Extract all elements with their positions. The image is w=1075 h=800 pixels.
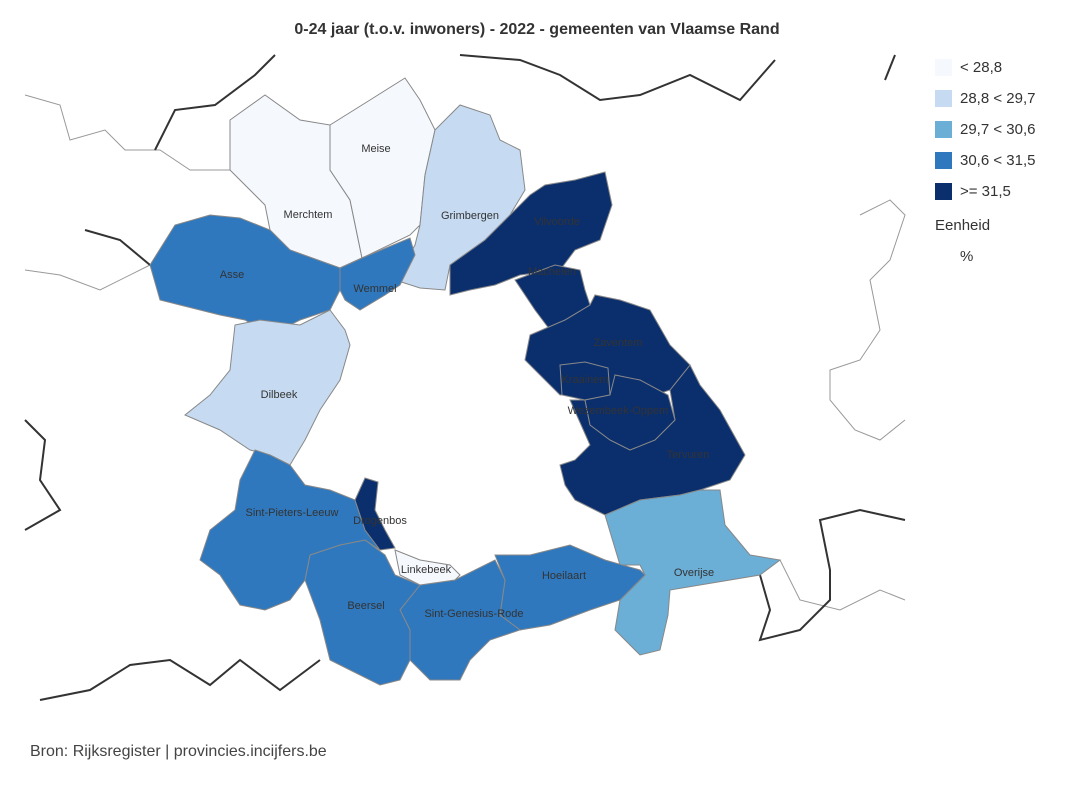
border bbox=[884, 54, 896, 81]
municipality-label: Merchtem bbox=[284, 209, 333, 221]
legend-swatch bbox=[935, 59, 952, 76]
border bbox=[39, 658, 321, 701]
municipality bbox=[354, 477, 396, 551]
municipality-label: Grimbergen bbox=[441, 210, 499, 222]
municipality bbox=[449, 171, 613, 296]
legend-swatch bbox=[935, 121, 952, 138]
municipality-label: Zaventem bbox=[594, 337, 643, 349]
municipality-label: Overijse bbox=[674, 567, 714, 579]
border bbox=[154, 54, 276, 151]
municipality-label: Drogenbos bbox=[353, 515, 407, 527]
municipality-label: Linkebeek bbox=[401, 564, 452, 576]
border bbox=[24, 419, 62, 531]
municipality-label: Asse bbox=[220, 269, 244, 281]
legend-label: 28,8 < 29,7 bbox=[960, 90, 1035, 107]
municipality-label: Wezembeek-Oppem bbox=[568, 405, 669, 417]
municipality bbox=[394, 549, 461, 586]
border bbox=[779, 559, 906, 611]
municipality bbox=[584, 374, 676, 451]
legend-label: 29,7 < 30,6 bbox=[960, 121, 1035, 138]
legend-label: < 28,8 bbox=[960, 59, 1002, 76]
context-borders bbox=[24, 94, 906, 611]
border bbox=[84, 229, 151, 266]
legend-swatch bbox=[935, 152, 952, 169]
border bbox=[459, 54, 776, 102]
municipality-label: Wemmel bbox=[353, 283, 396, 295]
border bbox=[24, 264, 151, 291]
municipality-label: Machelen bbox=[528, 266, 576, 278]
municipality-label: Sint-Pieters-Leeuw bbox=[246, 507, 339, 519]
border bbox=[24, 94, 230, 171]
legend-unit: % bbox=[960, 248, 973, 265]
source: Bron: Rijksregister | provincies.incijfe… bbox=[30, 743, 327, 760]
border bbox=[829, 199, 906, 441]
region-labels: Merchtem Meise Grimbergen Asse Wemmel Dilbeek… bbox=[220, 143, 714, 620]
chart-title: 0-24 jaar (t.o.v. inwoners) - 2022 - gem… bbox=[294, 21, 779, 38]
municipality-label: Sint-Genesius-Rode bbox=[424, 608, 523, 620]
regions bbox=[149, 77, 782, 686]
municipality-label: Vilvoorde bbox=[534, 216, 580, 228]
municipality bbox=[184, 309, 351, 466]
legend-label: >= 31,5 bbox=[960, 183, 1011, 200]
municipality bbox=[304, 539, 421, 686]
legend-swatch bbox=[935, 90, 952, 107]
municipality bbox=[339, 237, 416, 311]
legend-swatch bbox=[935, 183, 952, 200]
municipality-label: Beersel bbox=[347, 600, 384, 612]
municipality-label: Tervuren bbox=[667, 449, 710, 461]
legend-label: 30,6 < 31,5 bbox=[960, 152, 1035, 169]
legend-unit-title: Eenheid bbox=[935, 217, 990, 234]
province-borders bbox=[24, 54, 906, 701]
municipality-label: Dilbeek bbox=[261, 389, 298, 401]
municipality-label: Meise bbox=[361, 143, 390, 155]
legend: < 28,8 28,8 < 29,7 29,7 < 30,6 30,6 < 31,5 >… bbox=[935, 59, 1035, 200]
municipality-label: Kraainem bbox=[561, 374, 608, 386]
border bbox=[758, 508, 906, 642]
municipality-label: Hoeilaart bbox=[542, 570, 586, 582]
